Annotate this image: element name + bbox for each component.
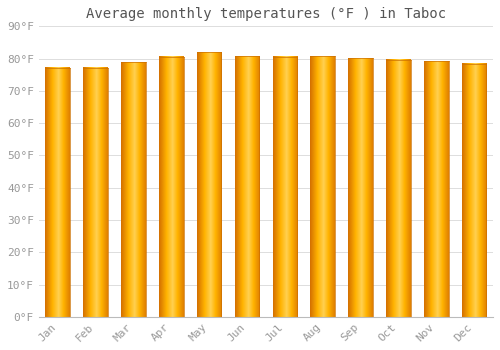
Title: Average monthly temperatures (°F ) in Taboc: Average monthly temperatures (°F ) in Ta… [86,7,446,21]
